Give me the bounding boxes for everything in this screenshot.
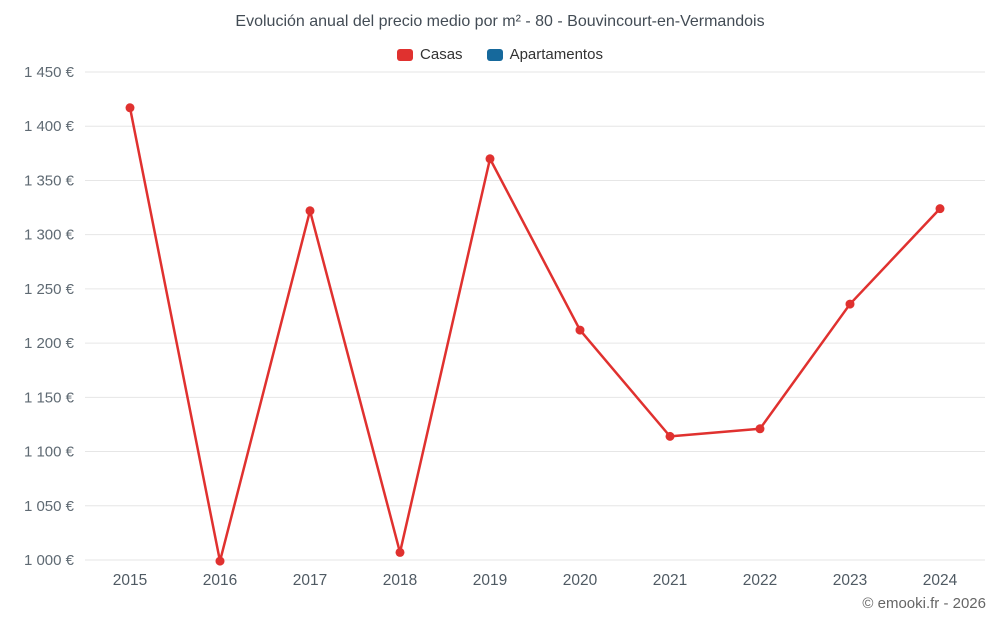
casas-series-marker-icon <box>397 48 414 61</box>
y-axis-label: 1 400 € <box>24 118 75 135</box>
legend-item-apartamentos[interactable]: Apartamentos <box>486 46 603 63</box>
y-axis-label: 1 000 € <box>24 552 75 569</box>
data-point-casas-2018[interactable] <box>395 547 405 557</box>
y-axis-label: 1 050 € <box>24 498 75 515</box>
y-axis-label: 1 300 € <box>24 227 75 244</box>
y-axis-label: 1 250 € <box>24 281 75 298</box>
data-point-casas-2021[interactable] <box>665 431 675 441</box>
copyright: © emooki.fr - 2026 <box>862 595 986 612</box>
legend: Casas Apartamentos <box>0 46 1000 63</box>
data-point-casas-2024[interactable] <box>935 204 945 214</box>
x-axis-label: 2018 <box>383 572 417 589</box>
y-axis-label: 1 150 € <box>24 389 75 406</box>
legend-item-casas[interactable]: Casas <box>397 46 463 63</box>
chart-title: Evolución anual del precio medio por m² … <box>235 13 765 30</box>
x-axis-label: 2022 <box>743 572 777 589</box>
x-axis-label: 2020 <box>563 572 598 589</box>
y-axis-label: 1 350 € <box>24 172 75 189</box>
data-point-casas-2022[interactable] <box>755 424 765 434</box>
y-axis-label: 1 450 € <box>24 64 75 81</box>
legend-label-casas: Casas <box>420 46 463 63</box>
data-point-casas-2016[interactable] <box>215 556 225 566</box>
x-axis-label: 2016 <box>203 572 237 589</box>
data-point-casas-2019[interactable] <box>485 154 495 164</box>
data-point-casas-2017[interactable] <box>305 206 315 216</box>
data-point-casas-2020[interactable] <box>575 325 585 335</box>
x-axis-label: 2015 <box>113 572 147 589</box>
data-point-casas-2015[interactable] <box>125 103 135 113</box>
x-axis-label: 2023 <box>833 572 867 589</box>
x-axis-label: 2019 <box>473 572 507 589</box>
x-axis-label: 2021 <box>653 572 687 589</box>
y-axis-label: 1 100 € <box>24 444 75 461</box>
x-axis-label: 2017 <box>293 572 327 589</box>
y-axis-label: 1 200 € <box>24 335 75 352</box>
apartamentos-series-marker-icon <box>486 48 503 61</box>
data-point-casas-2023[interactable] <box>845 299 855 309</box>
legend-label-apartamentos: Apartamentos <box>509 46 603 63</box>
series-line-casas <box>128 106 942 563</box>
x-axis-label: 2024 <box>923 572 958 589</box>
